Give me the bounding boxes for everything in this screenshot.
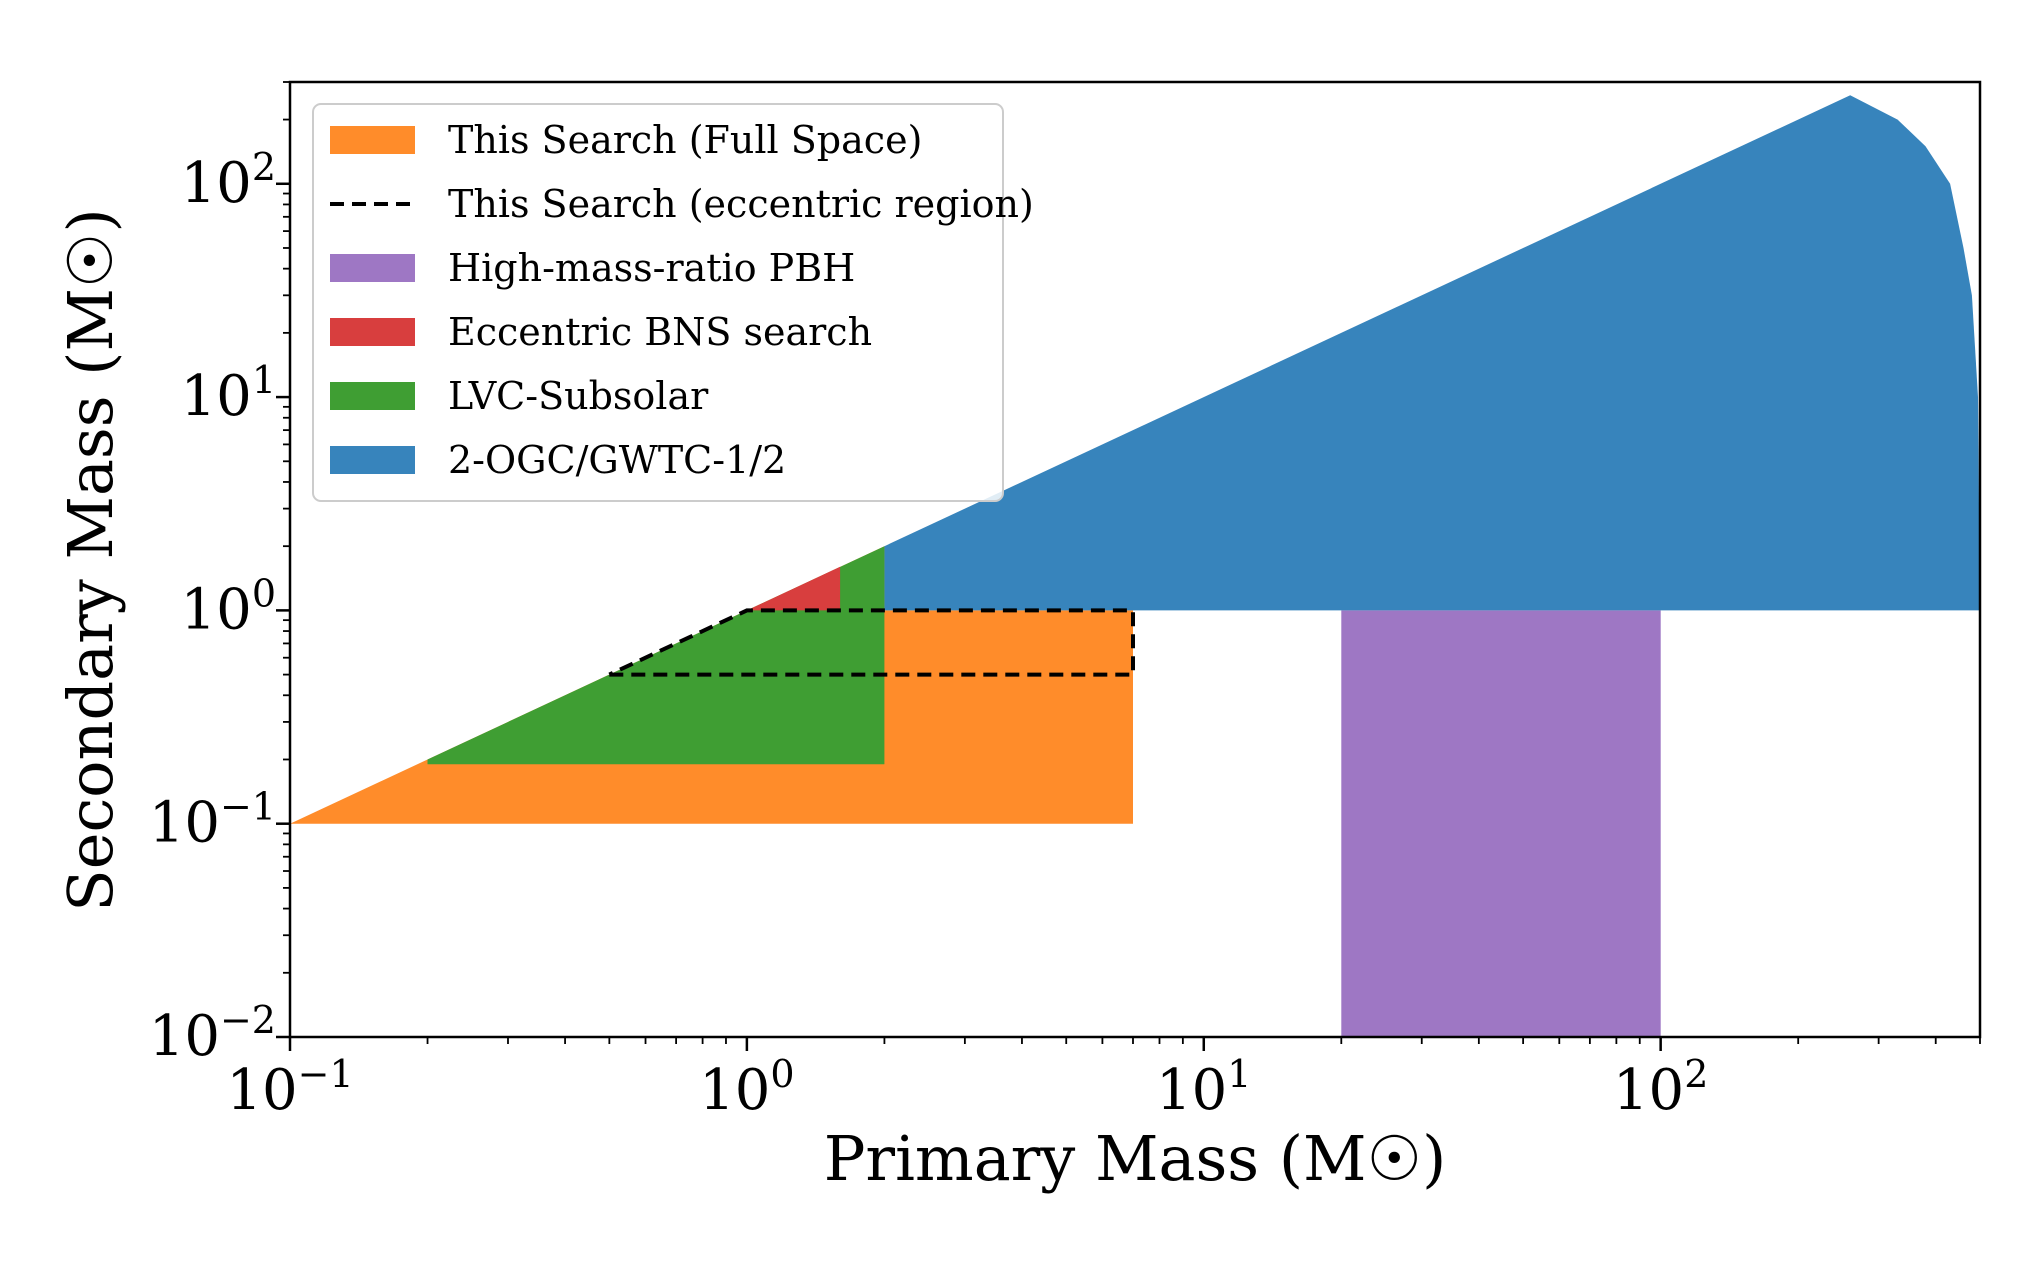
region-eccentric-bns-search [746,566,841,611]
legend-item: LVC-Subsolar [330,374,709,418]
legend-item: High-mass-ratio PBH [330,246,855,290]
y-tick-label: 10−1 [149,785,276,856]
axis-ticks [276,81,1981,1051]
legend-item: 2-OGC/GWTC-1/2 [330,438,786,482]
region-2-ogc-gwtc-1-2 [884,95,1980,611]
legend-box [312,103,1004,502]
y-tick-label: 100 [181,571,276,642]
legend-item: This Search (eccentric region) [330,182,1034,226]
y-tick-label: 101 [181,358,276,429]
legend-swatch [330,446,415,474]
x-tick-label: 102 [1613,1052,1708,1123]
legend-label: LVC-Subsolar [448,374,709,418]
x-axis-title: Primary Mass (M☉) [824,1122,1447,1195]
legend-label: This Search (eccentric region) [448,182,1034,226]
legend-swatch [330,382,415,410]
y-tick-label: 10−2 [149,998,276,1069]
legend: This Search (Full Space) This Search (ecc… [312,103,1034,502]
region-this-search-eccentric-region [608,608,1135,677]
legend-label: High-mass-ratio PBH [448,246,855,290]
legend-swatch [330,254,415,282]
x-tick-label: 100 [699,1052,794,1123]
legend-label: 2-OGC/GWTC-1/2 [448,438,786,482]
x-tick-label: 101 [1156,1052,1251,1123]
legend-label: Eccentric BNS search [448,310,872,354]
region-high-mass-ratio-pbh [1341,610,1661,1037]
x-tick-label: 10−1 [226,1052,353,1123]
plot-frame [288,80,1982,1039]
plot-regions [290,95,1980,1037]
legend-item: This Search (Full Space) [330,118,922,162]
legend-swatch [330,126,415,154]
legend-label: This Search (Full Space) [448,118,922,162]
y-axis-title: Secondary Mass (M☉) [54,208,127,911]
legend-item: Eccentric BNS search [330,310,872,354]
y-tick-label: 102 [181,145,276,216]
legend-swatch [330,318,415,346]
